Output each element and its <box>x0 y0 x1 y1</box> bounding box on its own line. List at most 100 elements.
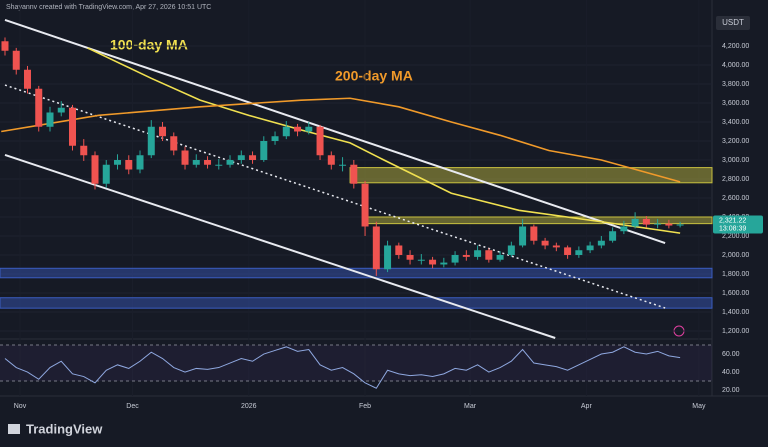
candle-body <box>384 245 392 270</box>
x-tick-label: 2026 <box>241 403 257 410</box>
candle-body <box>339 164 347 166</box>
candle-body <box>406 254 414 260</box>
candle-body <box>586 245 594 251</box>
candle-body <box>361 183 369 227</box>
y-tick-label: 2,200.00 <box>722 233 749 240</box>
y-tick-label: 3,200.00 <box>722 138 749 145</box>
trendline <box>4 19 666 244</box>
candle-body <box>226 159 234 165</box>
candle-body <box>485 250 493 260</box>
candle-body <box>57 107 65 113</box>
candle-body <box>147 126 155 156</box>
price-tag <box>713 215 763 234</box>
candle-body <box>80 145 88 156</box>
ma-line <box>1 97 681 183</box>
candle-body <box>395 245 403 255</box>
candle-body <box>159 126 167 137</box>
candle-body <box>507 245 515 255</box>
x-tick-label: Apr <box>581 403 593 410</box>
candle-body <box>429 259 437 265</box>
candle-body <box>204 159 212 165</box>
candle-body <box>181 150 189 165</box>
footer-brand: TradingView <box>26 421 103 436</box>
y-tick-label: 1,400.00 <box>722 309 749 316</box>
candle-body <box>305 126 313 132</box>
y-tick-label: 3,800.00 <box>722 81 749 88</box>
candle-body <box>665 223 673 226</box>
x-tick-label: May <box>692 403 706 410</box>
candle-body <box>350 164 358 184</box>
candle-body <box>620 226 628 232</box>
rsi-tick-label: 20.00 <box>722 387 740 394</box>
candle-body <box>215 164 223 166</box>
candle-body <box>530 226 538 241</box>
candle-body <box>114 159 122 165</box>
logo-mark <box>8 424 20 434</box>
candle-body <box>282 126 290 137</box>
candle-body <box>597 240 605 246</box>
candle-body <box>496 254 504 260</box>
candle-body <box>519 226 527 246</box>
candle-body <box>609 231 617 241</box>
y-tick-label: 1,600.00 <box>722 290 749 297</box>
candle-body <box>35 88 43 127</box>
candle-body <box>417 259 425 261</box>
candle-body <box>1 41 9 51</box>
candle-body <box>192 159 200 165</box>
candle-body <box>654 223 662 225</box>
y-tick-label: 3,600.00 <box>722 100 749 107</box>
zone <box>0 297 713 309</box>
x-tick-label: Feb <box>359 403 371 410</box>
y-tick-label: 2,800.00 <box>722 176 749 183</box>
candle-body <box>237 155 245 160</box>
x-tick-label: Mar <box>464 403 477 410</box>
candle-body <box>474 250 482 257</box>
header: Shayannv created with TradingView.com, A… <box>6 4 211 11</box>
candle-body <box>676 224 684 226</box>
candle-body <box>91 155 99 184</box>
candle-body <box>69 107 77 146</box>
ma-label: 200-day MA <box>335 68 413 84</box>
candle-body <box>125 159 133 170</box>
candle-body <box>294 126 302 132</box>
logo: TradingView <box>8 421 103 436</box>
last-price: 2,321.22 <box>719 217 746 224</box>
candle-body <box>631 218 639 227</box>
candle-body <box>249 155 257 160</box>
candle-body <box>260 140 268 160</box>
y-tick-label: 1,200.00 <box>722 328 749 335</box>
x-tick-label: Dec <box>126 403 139 410</box>
candle-body <box>552 245 560 248</box>
currency: USDT <box>722 18 744 27</box>
currency-box <box>716 16 750 30</box>
ma-label: 100-day MA <box>110 37 188 53</box>
y-tick-label: 2,000.00 <box>722 252 749 259</box>
zone <box>0 267 713 279</box>
y-tick-label: 4,000.00 <box>722 62 749 69</box>
candle-body <box>327 155 335 165</box>
countdown: 13:08:39 <box>719 225 746 232</box>
candle-body <box>642 218 650 225</box>
y-tick-label: 3,400.00 <box>722 119 749 126</box>
y-tick-label: 1,800.00 <box>722 271 749 278</box>
y-tick-label: 2,600.00 <box>722 195 749 202</box>
candle-body <box>440 262 448 265</box>
candle-body <box>136 155 144 170</box>
trendline <box>4 84 666 309</box>
candle-body <box>12 50 20 70</box>
candle-body <box>271 136 279 141</box>
candle-body <box>541 240 549 246</box>
y-tick-label: 4,200.00 <box>722 43 749 50</box>
rsi-line <box>4 346 681 389</box>
trendline <box>4 154 556 339</box>
candle-body <box>316 126 324 156</box>
candle-body <box>575 250 583 255</box>
candle-body <box>46 112 54 127</box>
zone <box>364 216 713 225</box>
x-tick-label: Nov <box>14 403 27 410</box>
candle-body <box>564 247 572 255</box>
candle-body <box>23 69 31 89</box>
rsi-tick-label: 40.00 <box>722 369 740 376</box>
candle-body <box>102 164 110 184</box>
